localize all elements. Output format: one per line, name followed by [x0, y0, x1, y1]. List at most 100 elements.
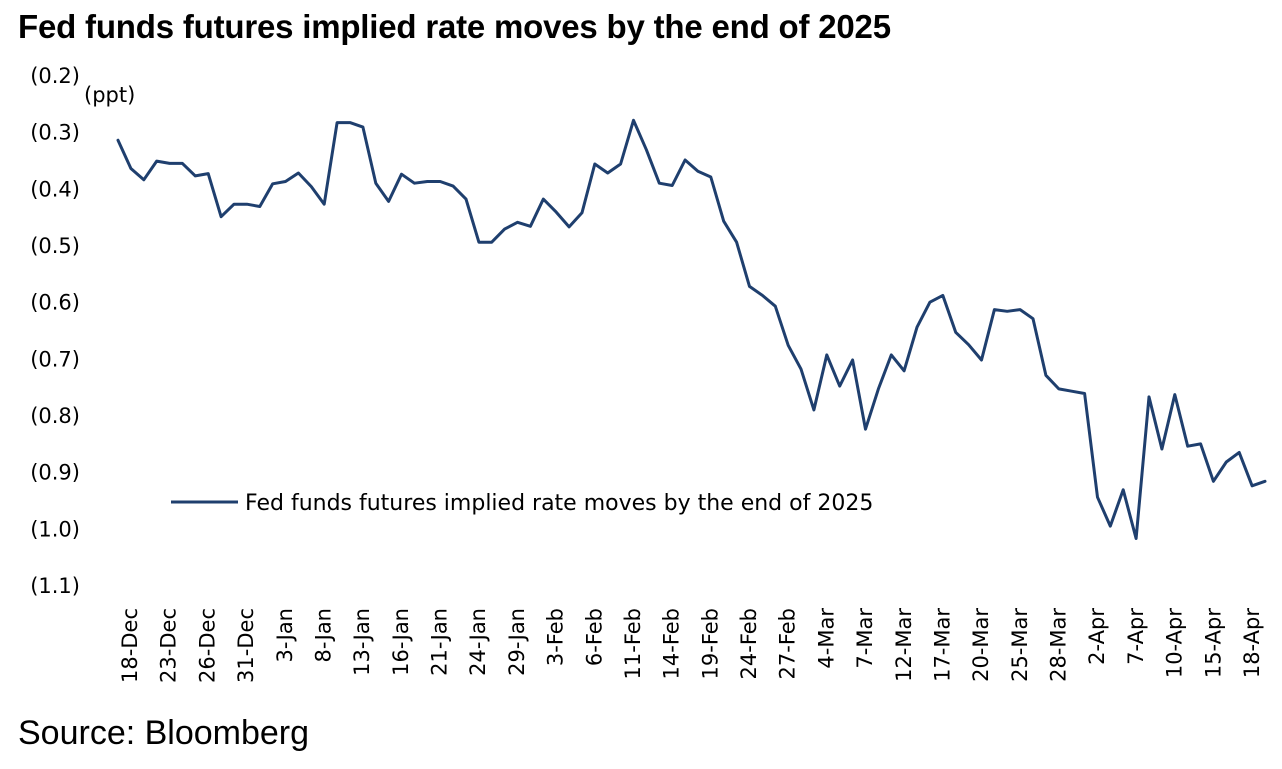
data-point [980, 359, 983, 362]
data-point [129, 167, 132, 170]
data-point [838, 385, 841, 388]
data-point [890, 353, 893, 356]
x-tick-label: 18-Dec [118, 608, 142, 683]
data-point [1032, 317, 1035, 320]
data-point [877, 387, 880, 390]
data-point [916, 326, 919, 329]
data-point [374, 182, 377, 185]
data-point [928, 301, 931, 304]
x-tick-label: 28-Mar [1047, 608, 1071, 682]
y-axis-ticks: (0.2) (0.3) (0.4) (0.5) (0.6) (0.7) (0.8) (0.9)… [30, 64, 80, 598]
data-point [581, 211, 584, 214]
x-tick-label: 29-Jan [505, 608, 529, 676]
data-point [1083, 392, 1086, 395]
data-point [426, 180, 429, 183]
data-point [864, 428, 867, 431]
x-tick-label: 13-Jan [350, 608, 374, 676]
x-tick-label: 8-Jan [311, 608, 335, 662]
data-point [439, 180, 442, 183]
y-axis-unit-label: (ppt) [84, 83, 135, 107]
x-tick-label: 16-Jan [389, 608, 413, 676]
data-point [671, 184, 674, 187]
x-axis-ticks: 18-Dec 23-Dec 26-Dec 31-Dec 3-Jan 8-Jan 13-Jan… [118, 608, 1264, 683]
data-point [516, 221, 519, 224]
data-point [632, 119, 635, 122]
data-point [1019, 308, 1022, 311]
x-tick-label: 12-Mar [892, 608, 916, 682]
x-tick-label: 10-Apr [1163, 608, 1187, 679]
legend: Fed funds futures implied rate moves by … [171, 491, 873, 516]
data-point [1044, 374, 1047, 377]
x-tick-label: 19-Feb [698, 608, 722, 679]
x-tick-label: 2-Apr [1085, 608, 1109, 665]
data-point [722, 220, 725, 223]
data-point [1186, 445, 1189, 448]
data-point [465, 198, 468, 201]
data-point [941, 294, 944, 297]
data-point [323, 203, 326, 206]
x-tick-label: 26-Dec [195, 608, 219, 683]
x-tick-label: 20-Mar [969, 608, 993, 682]
data-point [1173, 393, 1176, 396]
y-tick-label: (0.3) [30, 121, 80, 145]
data-point [606, 172, 609, 175]
data-point [1251, 484, 1254, 487]
data-point [1096, 496, 1099, 499]
data-point [336, 121, 339, 124]
data-point [1264, 480, 1267, 483]
y-tick-label: (0.8) [30, 404, 80, 428]
data-point [400, 173, 403, 176]
x-tick-label: 25-Mar [1008, 608, 1032, 682]
x-tick-label: 3-Jan [273, 608, 297, 662]
data-point [1199, 442, 1202, 445]
data-point [452, 185, 455, 188]
data-point [271, 182, 274, 185]
data-point [851, 359, 854, 362]
data-point [1160, 448, 1163, 451]
data-point [142, 178, 145, 181]
x-tick-label: 7-Mar [853, 608, 877, 669]
y-tick-label: (0.6) [30, 291, 80, 315]
data-point [568, 225, 571, 228]
x-tick-label: 4-Mar [814, 608, 838, 669]
data-point [361, 126, 364, 129]
data-point [774, 305, 777, 308]
data-point [1148, 395, 1151, 398]
chart-title: Fed funds futures implied rate moves by … [18, 8, 891, 45]
x-tick-label: 23-Dec [157, 608, 181, 683]
data-point [1212, 480, 1215, 483]
x-tick-label: 31-Dec [234, 608, 258, 683]
data-point [735, 241, 738, 244]
data-point [555, 211, 558, 214]
data-point [748, 285, 751, 288]
y-tick-label: (1.0) [30, 517, 80, 541]
data-point [233, 203, 236, 206]
x-tick-label: 18-Apr [1240, 608, 1264, 679]
y-tick-label: (0.7) [30, 347, 80, 371]
data-point [117, 139, 120, 142]
x-tick-label: 11-Feb [621, 608, 645, 679]
data-point [284, 180, 287, 183]
data-point [954, 331, 957, 334]
y-tick-label: (0.2) [30, 64, 80, 88]
data-point [529, 225, 532, 228]
data-point [800, 368, 803, 371]
data-point [1122, 488, 1125, 491]
data-point [181, 162, 184, 165]
legend-label: Fed funds futures implied rate moves by … [245, 491, 873, 516]
data-point [310, 185, 313, 188]
data-point [593, 163, 596, 166]
y-tick-label: (0.4) [30, 177, 80, 201]
data-point [168, 162, 171, 165]
data-point [503, 228, 506, 231]
x-tick-label: 24-Feb [737, 608, 761, 679]
data-point [245, 203, 248, 206]
data-point [258, 205, 261, 208]
data-point [349, 121, 352, 124]
data-point [903, 369, 906, 372]
y-tick-label: (0.5) [30, 234, 80, 258]
data-point [761, 294, 764, 297]
data-point [684, 159, 687, 162]
x-tick-label: 17-Mar [930, 608, 954, 682]
